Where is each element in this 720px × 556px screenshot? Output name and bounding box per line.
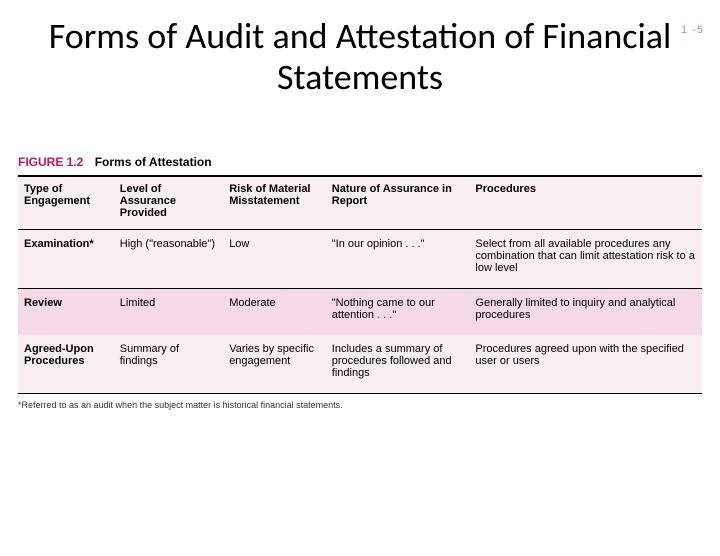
table-cell: Moderate: [223, 288, 326, 335]
table-cell: Low: [223, 229, 326, 288]
table-cell: Select from all available procedures any…: [469, 229, 702, 288]
table-header-cell: Nature of Assurance in Report: [326, 176, 470, 230]
table-header-cell: Level of Assurance Provided: [114, 176, 223, 230]
table-cell: Limited: [114, 288, 223, 335]
table-cell: High ("reasonable"): [114, 229, 223, 288]
page-number: 1 -5: [681, 24, 704, 36]
table-cell: Summary of findings: [114, 335, 223, 394]
table-header-row: Type of EngagementLevel of Assurance Pro…: [18, 176, 702, 230]
table-row: Agreed-Upon ProceduresSummary of finding…: [18, 335, 702, 394]
table-cell: "Nothing came to our attention . . .": [326, 288, 470, 335]
slide: 1 -5 Forms of Audit and Attestation of F…: [0, 16, 720, 556]
table-cell: Agreed-Upon Procedures: [18, 335, 114, 394]
table-row: Examination*High ("reasonable")Low"In ou…: [18, 229, 702, 288]
figure-caption: Forms of Attestation: [95, 155, 212, 169]
table-header-cell: Risk of Material Misstatement: [223, 176, 326, 230]
table-cell: Varies by specific engagement: [223, 335, 326, 394]
table-cell: Generally limited to inquiry and analyti…: [469, 288, 702, 335]
table-row: ReviewLimitedModerate"Nothing came to ou…: [18, 288, 702, 335]
table-head: Type of EngagementLevel of Assurance Pro…: [18, 176, 702, 230]
page-title: Forms of Audit and Attestation of Financ…: [40, 16, 680, 99]
table-cell: Review: [18, 288, 114, 335]
table-cell: Examination*: [18, 229, 114, 288]
figure-number: FIGURE 1.2: [18, 155, 83, 169]
table-header-cell: Procedures: [469, 176, 702, 230]
table-cell: Includes a summary of procedures followe…: [326, 335, 470, 394]
table-body: Examination*High ("reasonable")Low"In ou…: [18, 229, 702, 393]
table-cell: "In our opinion . . .": [326, 229, 470, 288]
table-cell: Procedures agreed upon with the specifie…: [469, 335, 702, 394]
attestation-table: Type of EngagementLevel of Assurance Pro…: [18, 175, 702, 394]
figure-footnote: *Referred to as an audit when the subjec…: [18, 400, 702, 410]
table-header-cell: Type of Engagement: [18, 176, 114, 230]
figure: FIGURE 1.2 Forms of Attestation Type of …: [18, 155, 702, 410]
figure-label: FIGURE 1.2 Forms of Attestation: [18, 155, 702, 169]
